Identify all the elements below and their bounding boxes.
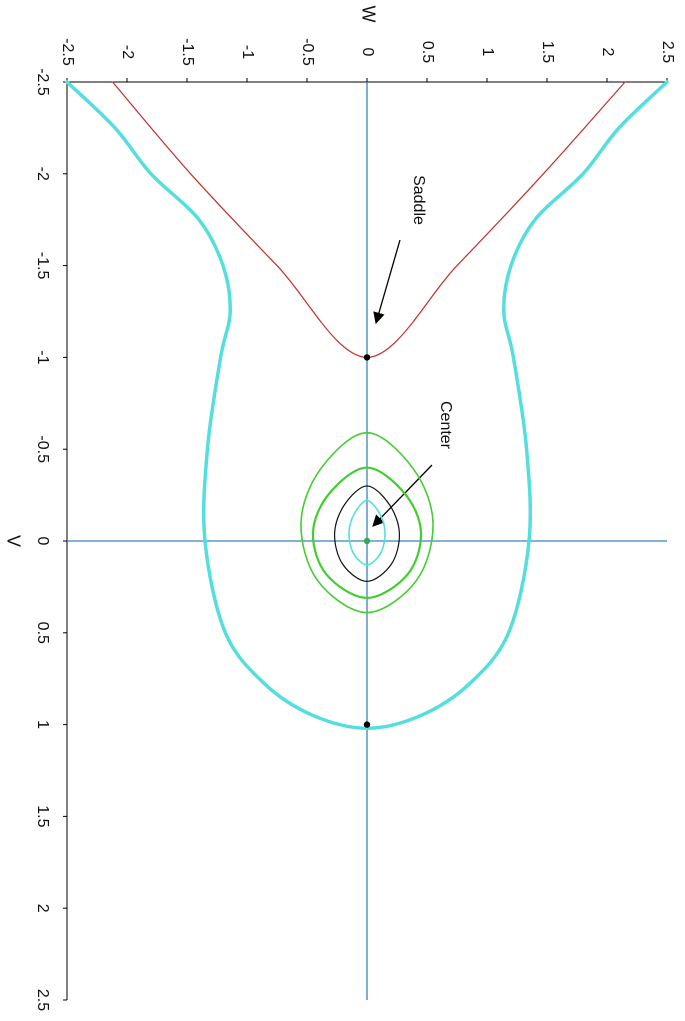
y-tick-label: -1 [34,350,51,364]
x-tick-label: 1 [479,48,496,57]
center-arrow [372,464,433,527]
annotation: Saddle [410,175,427,225]
x-axis-title: W [358,6,378,23]
x-tick-label: 1.5 [539,41,556,63]
y-tick-label: -0.5 [34,435,51,463]
x-tick-label: 0.5 [419,41,436,63]
x-tick-label: -1 [239,45,256,59]
trajectory [65,80,669,731]
y-tick-label: 2.5 [34,989,51,1011]
trajectory [333,485,401,582]
x-tick-label: 2.5 [659,41,676,63]
x-tick-label: 2 [599,48,616,57]
y-tick-label: -2.5 [34,68,51,96]
y-tick-label: -1.5 [34,252,51,280]
trajectory [300,431,434,614]
y-axis-title: V [3,535,23,547]
y-tick-label: 1 [34,720,51,729]
saddle-arrow [373,239,401,325]
y-tick-label: 1.5 [34,805,51,827]
equilibrium-point [363,537,371,545]
y-tick-label: 2 [34,904,51,913]
x-tick-label: 0 [359,48,376,57]
x-tick-label: -2 [119,45,136,59]
trajectory [112,81,626,358]
y-tick-label: 0.5 [34,622,51,644]
x-tick-label: -0.5 [299,38,316,66]
x-tick-label: -1.5 [179,38,196,66]
equilibrium-point [363,354,371,361]
trajectory [311,466,423,600]
trajectory [348,499,386,566]
y-tick-label: 0 [34,537,51,546]
x-tick-label: -2.5 [59,38,76,66]
annotation: Center [437,401,454,450]
equilibrium-point [363,721,371,728]
y-tick-label: -2 [34,167,51,181]
